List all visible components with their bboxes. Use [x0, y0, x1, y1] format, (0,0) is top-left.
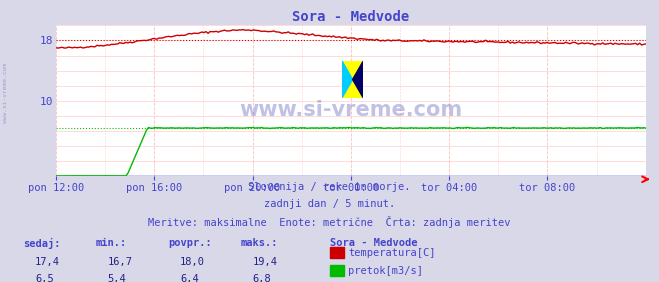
- Text: zadnji dan / 5 minut.: zadnji dan / 5 minut.: [264, 199, 395, 209]
- Text: pretok[m3/s]: pretok[m3/s]: [348, 266, 423, 276]
- Text: 19,4: 19,4: [252, 257, 277, 266]
- Polygon shape: [353, 61, 363, 98]
- Text: 18,0: 18,0: [180, 257, 205, 266]
- Text: Slovenija / reke in morje.: Slovenija / reke in morje.: [248, 182, 411, 192]
- Text: povpr.:: povpr.:: [168, 238, 212, 248]
- Text: 6,4: 6,4: [180, 274, 198, 282]
- Text: maks.:: maks.:: [241, 238, 278, 248]
- Polygon shape: [342, 61, 363, 98]
- Text: temperatura[C]: temperatura[C]: [348, 248, 436, 258]
- Polygon shape: [342, 61, 353, 98]
- Text: min.:: min.:: [96, 238, 127, 248]
- Text: www.si-vreme.com: www.si-vreme.com: [239, 100, 463, 120]
- Text: Sora - Medvode: Sora - Medvode: [330, 238, 417, 248]
- Text: 6,8: 6,8: [252, 274, 271, 282]
- Text: 17,4: 17,4: [35, 257, 60, 266]
- Text: 16,7: 16,7: [107, 257, 132, 266]
- Text: Meritve: maksimalne  Enote: metrične  Črta: zadnja meritev: Meritve: maksimalne Enote: metrične Črta…: [148, 216, 511, 228]
- Text: 6,5: 6,5: [35, 274, 53, 282]
- Text: www.si-vreme.com: www.si-vreme.com: [3, 63, 9, 123]
- Title: Sora - Medvode: Sora - Medvode: [293, 10, 409, 24]
- Text: sedaj:: sedaj:: [23, 238, 61, 249]
- Text: 5,4: 5,4: [107, 274, 126, 282]
